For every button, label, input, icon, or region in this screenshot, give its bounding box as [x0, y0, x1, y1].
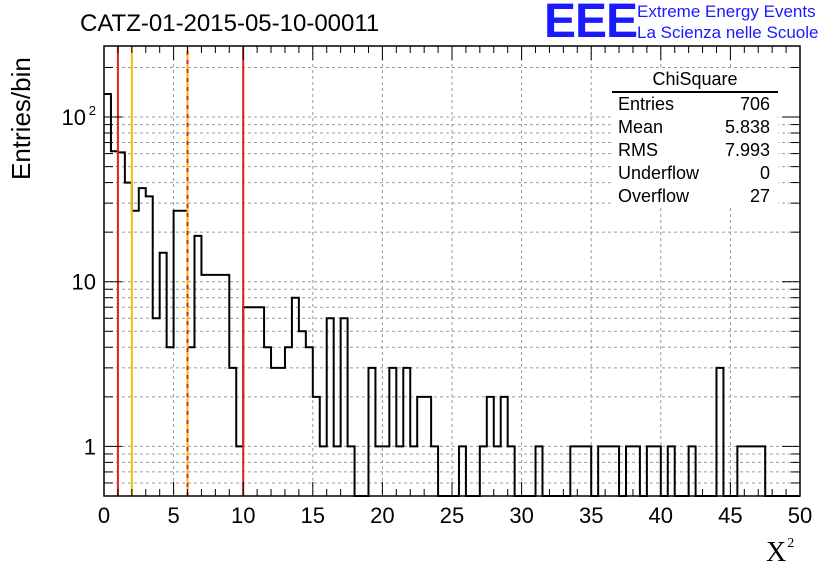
x-tick-label: 45	[718, 503, 742, 528]
logo-text-line1: Extreme Energy Events	[637, 2, 816, 21]
stats-row-underflow: Underflow 0	[612, 162, 778, 185]
stats-label: Mean	[618, 117, 664, 137]
x-tick-label: 50	[788, 503, 812, 528]
y-tick-label: 10	[72, 270, 96, 295]
x-tick-label: 15	[301, 503, 325, 528]
y-tick-label-sup: 2	[89, 103, 96, 118]
x-tick-label: 35	[579, 503, 603, 528]
x-tick-label: 0	[98, 503, 110, 528]
stats-title: ChiSquare	[612, 68, 778, 93]
stats-value: 706	[739, 94, 770, 114]
x-tick-label: 20	[370, 503, 394, 528]
stats-row-rms: RMS 7.993	[612, 139, 778, 162]
stats-row-entries: Entries 706	[612, 93, 778, 116]
x-tick-label: 10	[231, 503, 255, 528]
stats-value: 7.993	[724, 140, 770, 160]
x-tick-label: 40	[649, 503, 673, 528]
x-axis-label: X2	[766, 536, 794, 569]
chart-title: CATZ-01-2015-05-10-00011	[80, 10, 380, 37]
stats-value: 0	[759, 163, 770, 183]
x-axis-label-sup: 2	[787, 536, 795, 551]
eee-logo-mark: EEE	[544, 0, 638, 48]
stats-label: Entries	[618, 94, 675, 114]
y-tick-label: 10	[62, 105, 86, 130]
stats-value: 5.838	[724, 117, 770, 137]
y-axis-label: Entries/bin	[6, 57, 36, 180]
stats-row-overflow: Overflow 27	[612, 185, 778, 208]
y-tick-label: 1	[84, 434, 96, 459]
stats-row-mean: Mean 5.838	[612, 116, 778, 139]
stats-label: Underflow	[618, 163, 700, 183]
stats-label: Overflow	[618, 186, 690, 206]
stats-value: 27	[749, 186, 770, 206]
x-axis-label-text: X	[766, 537, 787, 568]
eee-logo: EEE Extreme Energy Events La Scienza nel…	[544, 0, 834, 48]
x-tick-label: 30	[509, 503, 533, 528]
stats-box: ChiSquare Entries 706 Mean 5.838 RMS 7.9…	[612, 68, 778, 208]
x-tick-label: 5	[167, 503, 179, 528]
stats-label: RMS	[618, 140, 658, 160]
x-tick-label: 25	[440, 503, 464, 528]
logo-text-line2: La Scienza nelle Scuole	[637, 23, 819, 42]
